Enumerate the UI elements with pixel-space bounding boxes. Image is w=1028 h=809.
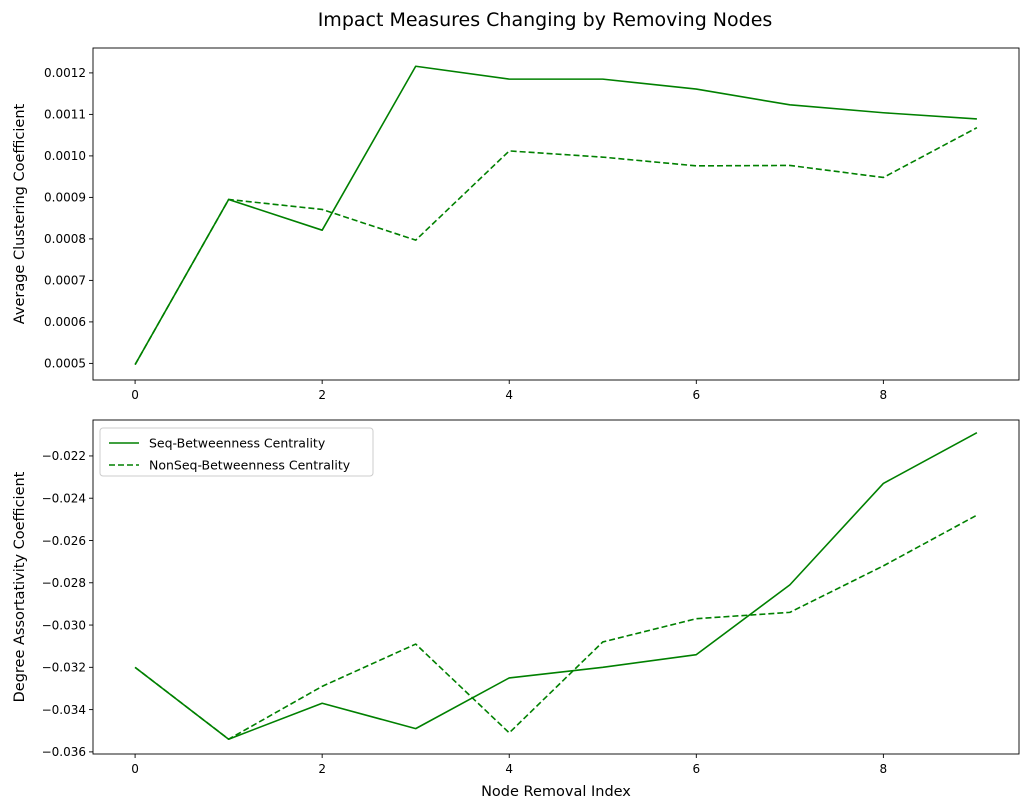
clustering-ytick-label: 0.0005 [44,357,86,371]
clustering-axes-frame [93,48,1019,380]
clustering-ylabel: Average Clustering Coefficient [12,103,28,324]
assortativity-ytick-label: −0.024 [42,492,86,506]
assortativity-ytick-label: −0.034 [42,703,86,717]
clustering-xtick-label: 8 [880,388,888,402]
assortativity-xtick-label: 2 [318,762,326,776]
clustering-series-nonseq-line [135,128,977,365]
assortativity-ytick-label: −0.032 [42,661,86,675]
legend-label-seq: Seq-Betweenness Centrality [149,436,326,451]
assortativity-ylabel: Degree Assortativity Coefficient [12,471,28,702]
clustering-ytick-label: 0.0009 [44,191,86,205]
subplot-clustering: 0 2 4 6 8 0.0005 0.0006 0.0007 0.0008 0.0009 0.001… [12,48,1019,402]
clustering-ytick-label: 0.0012 [44,66,86,80]
assortativity-ytick-label: −0.036 [42,745,86,759]
assortativity-legend: Seq-Betweenness Centrality NonSeq-Between… [100,428,373,476]
clustering-ytick-label: 0.0007 [44,274,86,288]
clustering-ytick-label: 0.0008 [44,232,86,246]
assortativity-ytick-label: −0.028 [42,576,86,590]
assortativity-ytick-label: −0.022 [42,449,86,463]
assortativity-xtick-label: 6 [692,762,700,776]
assortativity-ytick-label: −0.026 [42,534,86,548]
clustering-xtick-label: 4 [505,388,513,402]
clustering-series-seq-line [135,66,977,364]
assortativity-series-seq-line [135,433,977,740]
clustering-ytick-label: 0.0006 [44,315,86,329]
assortativity-series-nonseq-line [135,515,977,739]
chart-title: Impact Measures Changing by Removing Nod… [318,9,773,31]
assortativity-xtick-label: 0 [131,762,139,776]
assortativity-ytick-label: −0.030 [42,618,86,632]
subplot-assortativity: 0 2 4 6 8 −0.036 −0.034 −0.032 −0.030 −0.028 −0.02… [12,420,1019,800]
clustering-xtick-label: 6 [692,388,700,402]
assortativity-xlabel: Node Removal Index [481,784,631,800]
clustering-xtick-label: 2 [318,388,326,402]
legend-label-nonseq: NonSeq-Betweenness Centrality [149,458,351,473]
clustering-ytick-label: 0.0011 [44,108,86,122]
clustering-xtick-label: 0 [131,388,139,402]
assortativity-xtick-label: 4 [505,762,513,776]
assortativity-xtick-label: 8 [880,762,888,776]
clustering-ytick-label: 0.0010 [44,149,86,163]
